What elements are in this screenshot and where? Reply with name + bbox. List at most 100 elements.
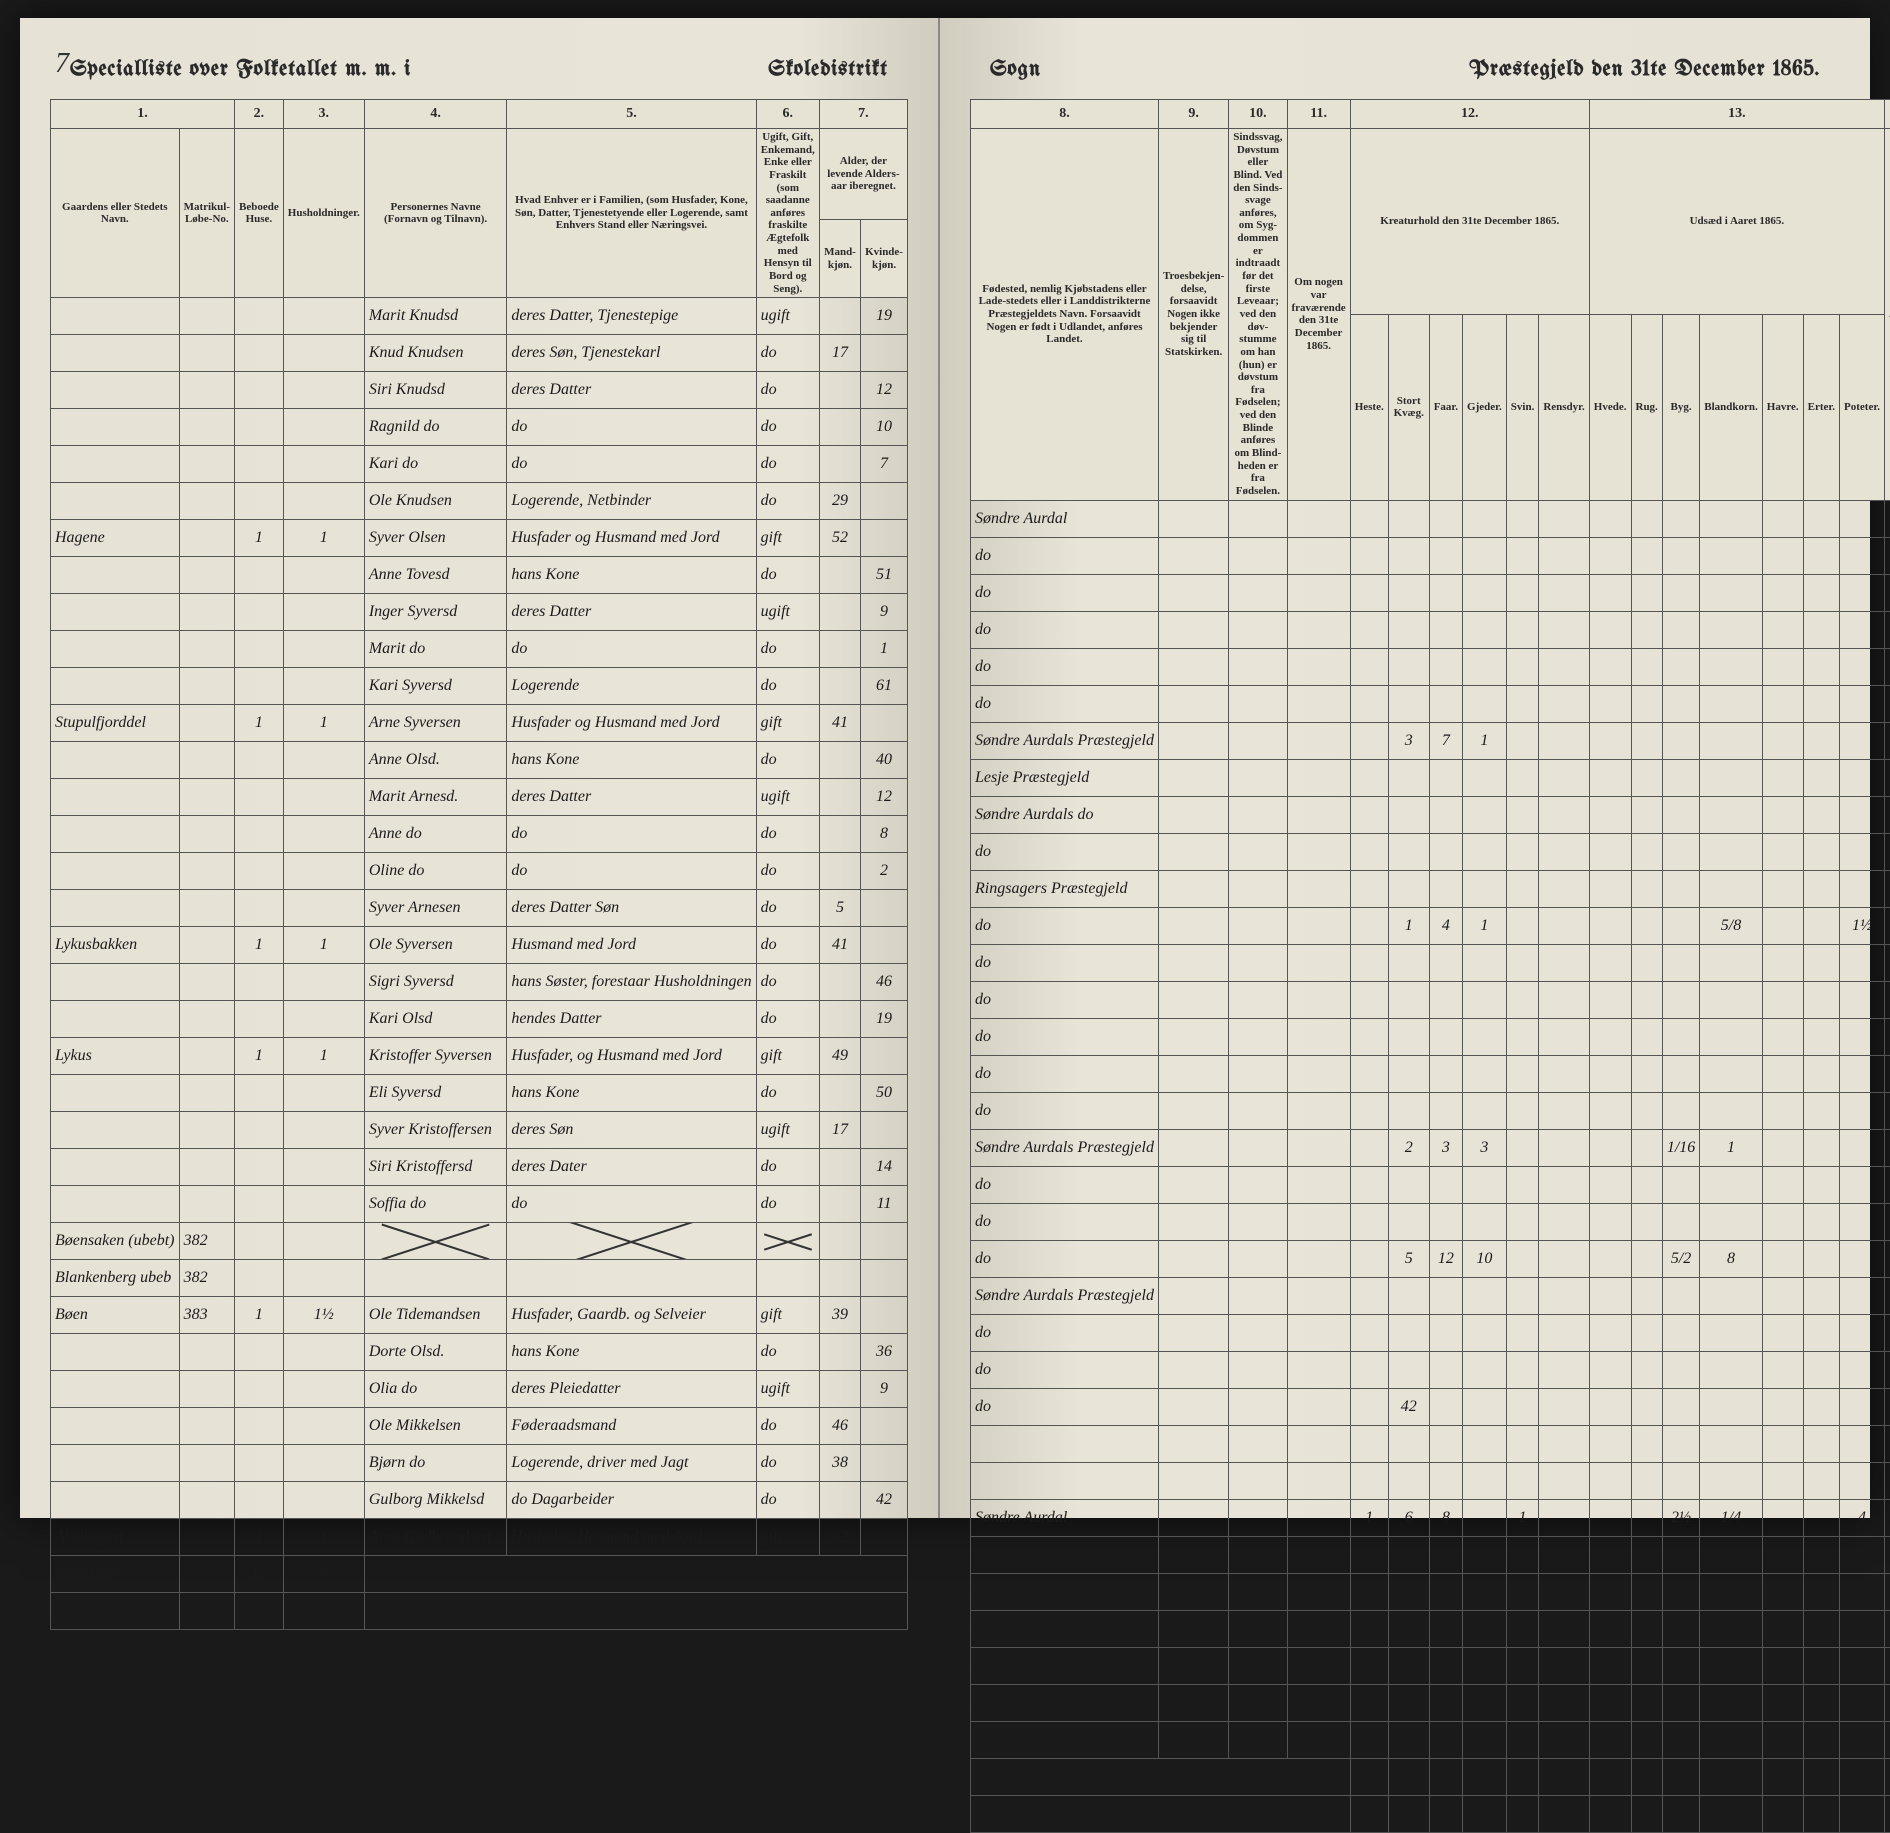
- colnum-8: 8.: [971, 100, 1159, 129]
- table-row: Marit dododo1: [51, 631, 908, 668]
- table-row: do512105/28: [971, 1240, 1890, 1277]
- h-civil: Ugift, Gift, Enkemand, Enke eller Fraski…: [756, 129, 819, 298]
- h-male: Mand-kjøn.: [819, 219, 860, 297]
- table-row: Kari dododo7: [51, 446, 908, 483]
- table-row: do: [971, 537, 1890, 574]
- table-row: do42: [971, 1388, 1890, 1425]
- table-row: Inger Syversdderes Datterugift9: [51, 594, 908, 631]
- table-row: Bjørn doLogerende, driver med Jagtdo38: [51, 1445, 908, 1482]
- table-row: do: [971, 1351, 1890, 1388]
- table-row: Knud Knudsenderes Søn, Tjenestekarldo17: [51, 335, 908, 372]
- table-row: do: [971, 648, 1890, 685]
- tilsammen-label-l: Tilsammen: [51, 1593, 180, 1630]
- right-header: Sogn Præstegjeld den 31te December 1865.: [970, 58, 1840, 81]
- h-age: Alder, der levende Alders-aar iberegnet.: [819, 129, 907, 220]
- table-row: Marit Arnesd.deres Datterugift12: [51, 779, 908, 816]
- colnum-13: 13.: [1589, 100, 1884, 129]
- table-row: Søndre Aurdals Præstegjeld371: [971, 722, 1890, 759]
- table-row: do: [971, 1647, 1890, 1684]
- table-row: do: [971, 1610, 1890, 1647]
- colnum-11: 11.: [1287, 100, 1350, 129]
- table-row: do: [971, 833, 1890, 870]
- table-row: Soffia dododo11: [51, 1186, 908, 1223]
- colnum-9: 9.: [1158, 100, 1228, 129]
- table-row: Søndre Aurdals Præstegjeld23313: [971, 1721, 1890, 1758]
- h-seed: Udsæd i Aaret 1865.: [1589, 129, 1884, 315]
- table-row: do: [971, 981, 1890, 1018]
- h-disability: Sindssvag, Døvstum eller Blind. Ved den …: [1229, 129, 1287, 501]
- transport-label-r: Transport: [971, 1758, 1351, 1795]
- table-row: Anne Tovesdhans Konedo51: [51, 557, 908, 594]
- h-religion: Troesbekjen-delse, forsaavidt Nogen ikke…: [1158, 129, 1228, 501]
- table-row: Syver Kristoffersenderes Sønugift17: [51, 1112, 908, 1149]
- table-row: Ragnild dododo10: [51, 409, 908, 446]
- table-row: [971, 1462, 1890, 1499]
- table-row: Kari SyversdLogerendedo61: [51, 668, 908, 705]
- left-table: 1. 2. 3. 4. 5. 6. 7. Gaardens eller Sted…: [50, 99, 908, 1630]
- h-absent: Om nogen var fraværende den 31te Decembe…: [1287, 129, 1350, 501]
- h-birth: Fødested, nemlig Kjøbstadens eller Lade-…: [971, 129, 1159, 501]
- h-livestock: Kreaturhold den 31te December 1865.: [1350, 129, 1589, 315]
- table-row: [971, 1425, 1890, 1462]
- table-row: Anne dododo8: [51, 816, 908, 853]
- table-row: do: [971, 1092, 1890, 1129]
- header-left-a: Specialliste over Folketallet m. m. i: [70, 58, 411, 81]
- colnum-7: 7.: [819, 100, 907, 129]
- header-right-a: Sogn: [990, 58, 1041, 81]
- table-row: Bøen38311½Ole TidemandsenHusfader, Gaard…: [51, 1297, 908, 1334]
- table-row: Blankenberg ubeb382: [51, 1260, 908, 1297]
- table-row: Oline dododo2: [51, 853, 908, 890]
- table-row: do: [971, 1055, 1890, 1092]
- table-row: do: [971, 611, 1890, 648]
- h-female: Kvinde-kjøn.: [861, 219, 908, 297]
- left-page: 7 Specialliste over Folketallet m. m. i …: [20, 18, 940, 1518]
- h-remarks: Anmærkninger.: [1884, 129, 1890, 501]
- census-ledger: 7 Specialliste over Folketallet m. m. i …: [20, 18, 1870, 1518]
- table-row: Kari Olsdhendes Datterdo19: [51, 1001, 908, 1038]
- h-place: Gaardens eller Stedets Navn.: [51, 129, 180, 298]
- table-row: do: [971, 1314, 1890, 1351]
- table-row: do: [971, 574, 1890, 611]
- colnum-1: 1.: [51, 100, 235, 129]
- table-row: Stupulfjorddel11Arne SyversenHusfader og…: [51, 705, 908, 742]
- table-row: do: [971, 1536, 1890, 1573]
- table-row: Syver Arnesenderes Datter Søndo5: [51, 890, 908, 927]
- table-row: Dorte Olsd.hans Konedo36: [51, 1334, 908, 1371]
- table-row: Anne Olsd.hans Konedo40: [51, 742, 908, 779]
- colnum-10: 10.: [1229, 100, 1287, 129]
- table-row: Ringsagers Præstegjeld: [971, 870, 1890, 907]
- table-row: Hagene11Syver OlsenHusfader og Husmand m…: [51, 520, 908, 557]
- table-row: Bøensaken (ubebt)382: [51, 1223, 908, 1260]
- h-households: Husholdninger.: [283, 129, 364, 298]
- table-row: Søndre Aurdals do: [971, 796, 1890, 833]
- header-right-b: Præstegjeld den 31te December 1865.: [1469, 58, 1820, 81]
- colnum-3: 3.: [283, 100, 364, 129]
- table-row: Sigri Syversdhans Søster, forestaar Hush…: [51, 964, 908, 1001]
- table-row: Ole KnudsenLogerende, Netbinderdo29: [51, 483, 908, 520]
- right-table: 8. 9. 10. 11. 12. 13. Fødested, nemlig K…: [970, 99, 1890, 1833]
- table-row: Ole MikkelsenFøderaadsmanddo46: [51, 1408, 908, 1445]
- colnum-6: 6.: [756, 100, 819, 129]
- table-row: Siri Kristoffersdderes Daterdo14: [51, 1149, 908, 1186]
- table-row: Gulborg Mikkelsddo Dagarbeiderdo42: [51, 1482, 908, 1519]
- h-remarks-num: [1884, 100, 1890, 129]
- table-row: Lykus11Kristoffer SyversenHusfader, og H…: [51, 1038, 908, 1075]
- colnum-5: 5.: [507, 100, 756, 129]
- table-row: Marit Knudsdderes Datter, Tjenestepigeug…: [51, 298, 908, 335]
- table-row: Søndre Aurdals Præstegjeld: [971, 1277, 1890, 1314]
- table-row: Lesje Præstegjeld: [971, 759, 1890, 796]
- right-page: Sogn Præstegjeld den 31te December 1865.…: [940, 18, 1870, 1518]
- colnum-4: 4.: [364, 100, 507, 129]
- table-row: Olia doderes Pleiedatterugift9: [51, 1371, 908, 1408]
- table-row: do: [971, 685, 1890, 722]
- tilsammen-label-r: Tilsammen: [971, 1795, 1351, 1832]
- table-row: Søndre Aurdal: [971, 500, 1890, 537]
- colnum-12: 12.: [1350, 100, 1589, 129]
- table-row: do: [971, 1203, 1890, 1240]
- table-row: do: [971, 1018, 1890, 1055]
- table-row: do: [971, 944, 1890, 981]
- h-family: Hvad Enhver er i Familien, (som Husfader…: [507, 129, 756, 298]
- h-houses: Beboede Huse.: [235, 129, 284, 298]
- table-row: do: [971, 1573, 1890, 1610]
- h-matr: Matrikul-Løbe-No.: [179, 129, 234, 298]
